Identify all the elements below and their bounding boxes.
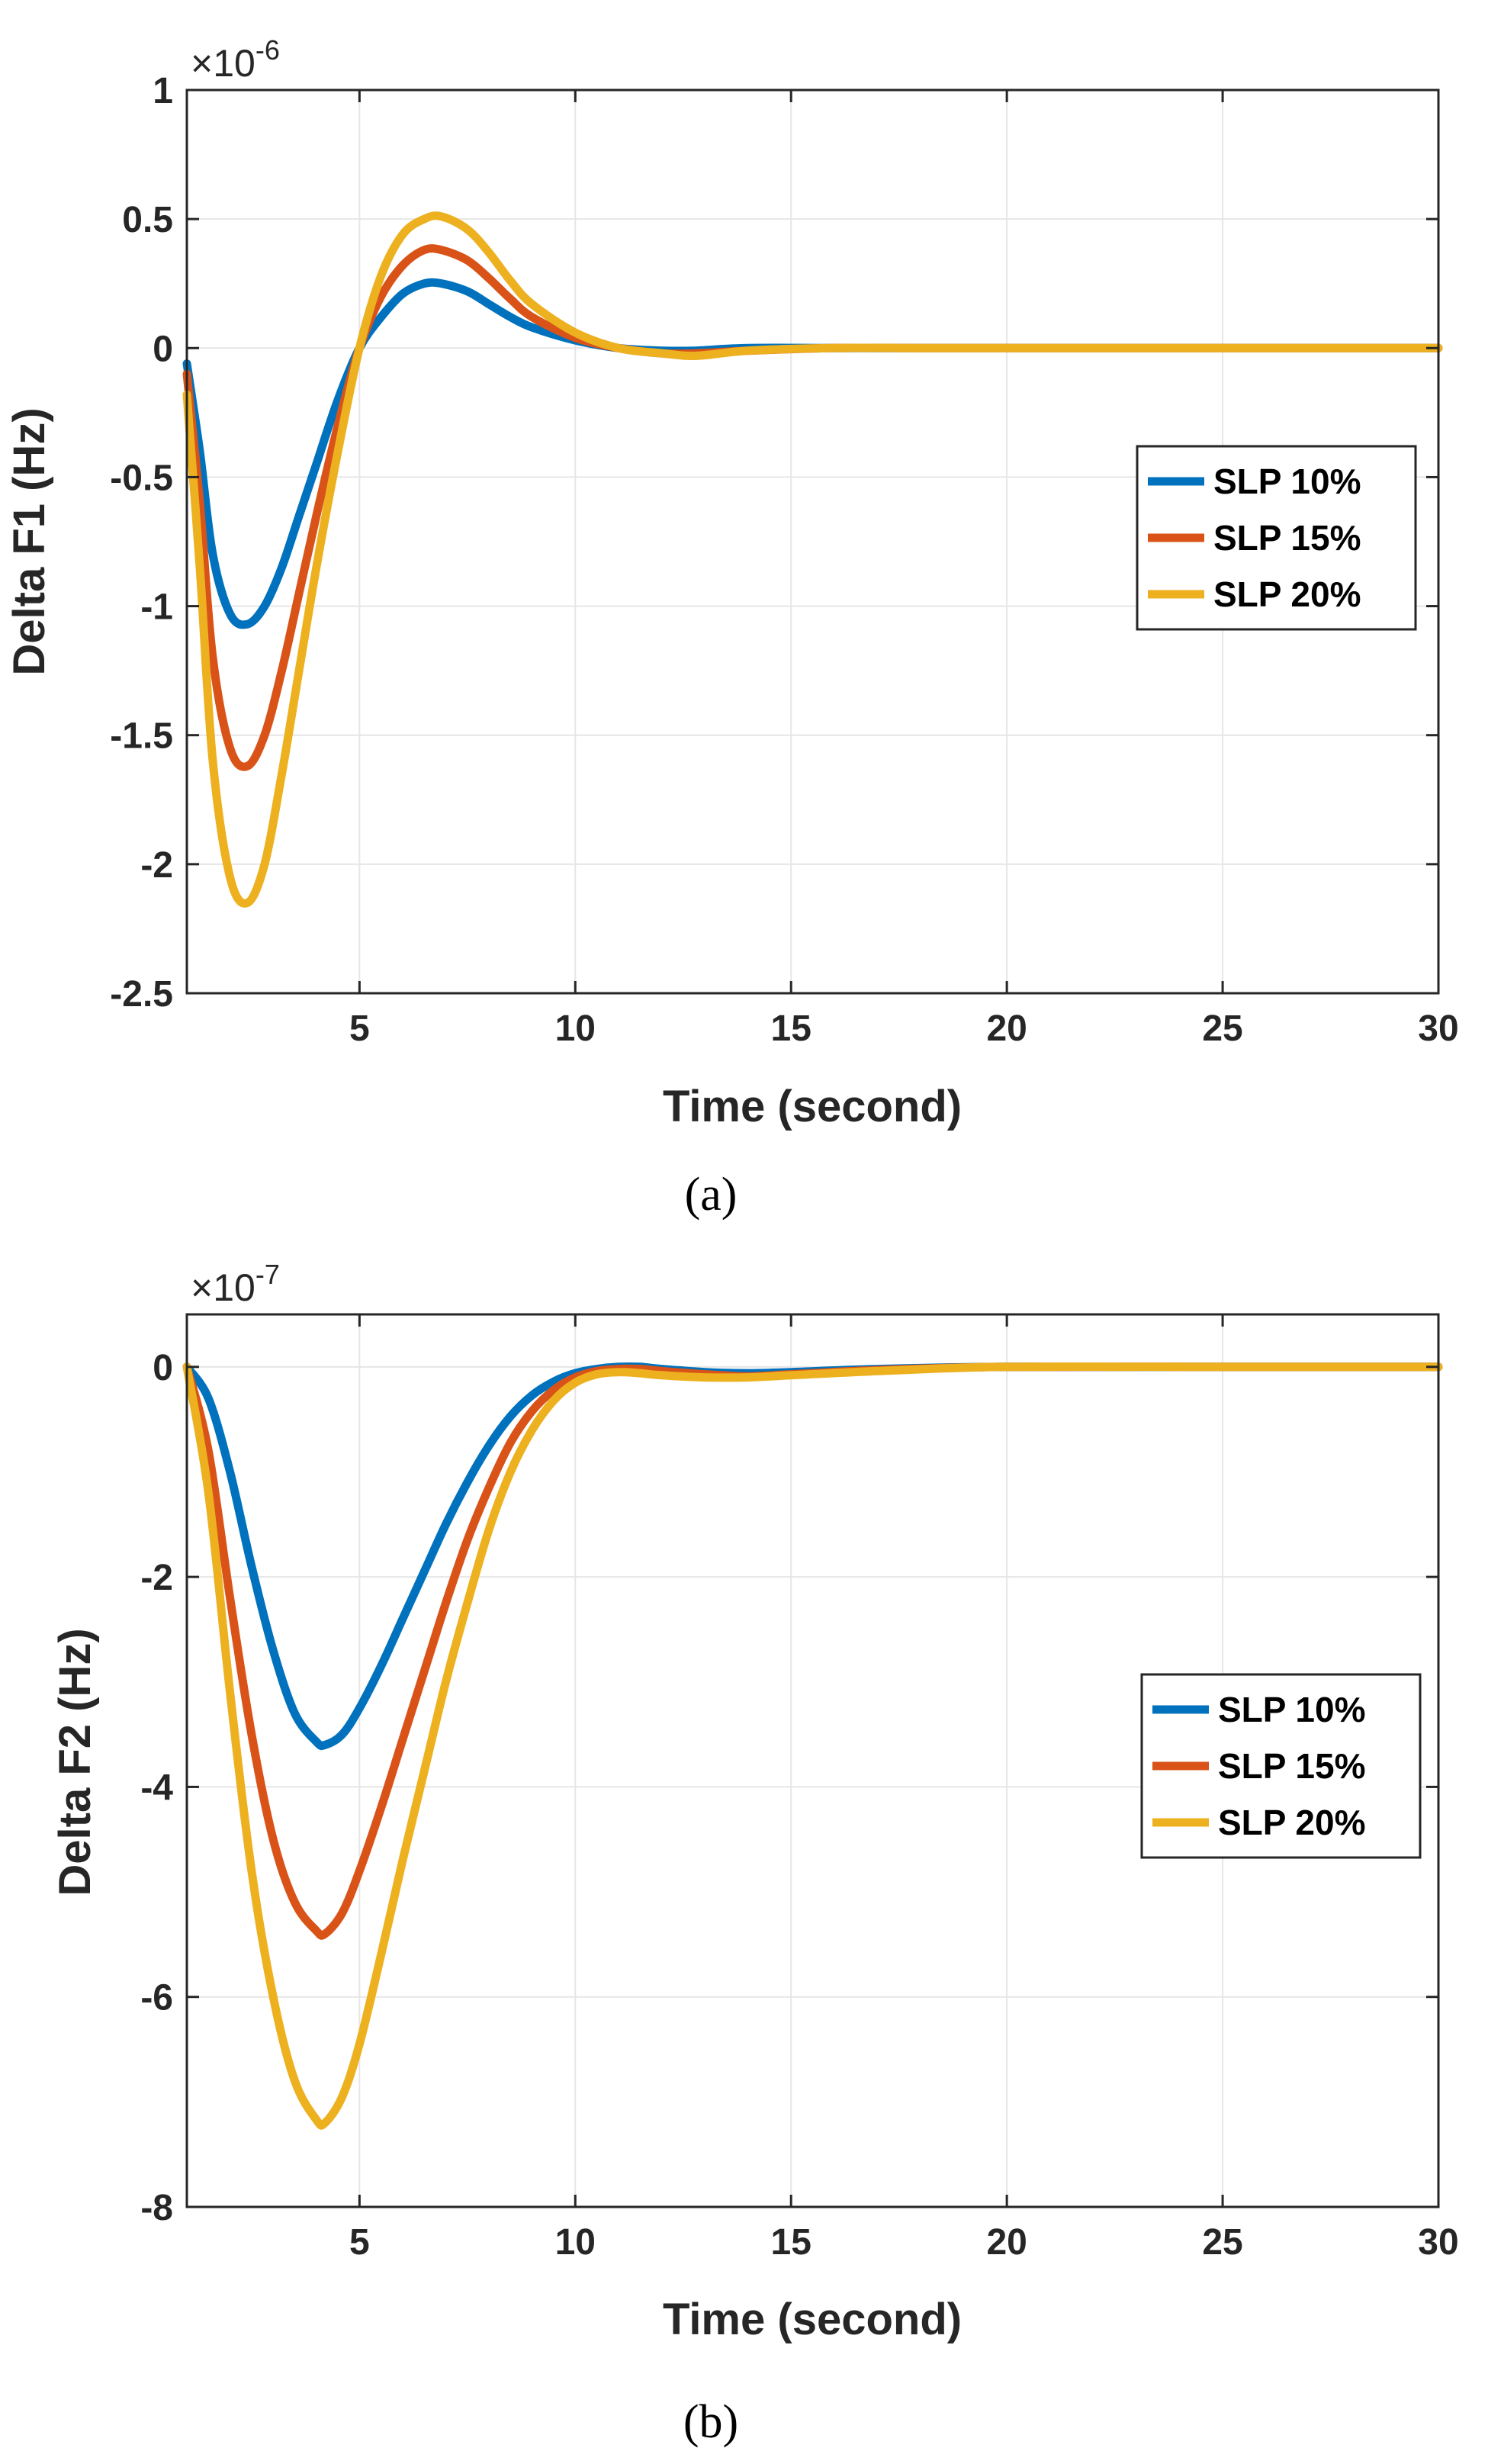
panel-a-y-axis-label: Delta F1 (Hz): [5, 407, 54, 675]
legend-label: SLP 20%: [1218, 1803, 1365, 1842]
y-tick-label: -6: [140, 1978, 173, 2018]
x-tick-label: 5: [349, 1008, 370, 1049]
panel-a-axes-box: [185, 88, 1440, 995]
x-tick-label: 20: [986, 1008, 1027, 1049]
panel-a-legend: SLP 10% SLP 15% SLP 20%: [1136, 445, 1417, 631]
x-tick-label: 10: [555, 1008, 596, 1049]
y-tick-label: -0.5: [110, 458, 173, 498]
y-tick-label: 0: [153, 329, 173, 369]
y-tick-label: 1: [153, 71, 173, 111]
x-tick-label: 15: [771, 2222, 811, 2263]
x-tick-label: 15: [771, 1008, 811, 1049]
panel-b-exponent-power: -7: [255, 1259, 280, 1290]
y-tick-label: -1.5: [110, 716, 173, 757]
panel-b-axes-box: [185, 1313, 1440, 2208]
x-tick-label: 30: [1418, 1008, 1458, 1049]
panel-b-x-axis-label: Time (second): [663, 2295, 962, 2344]
y-tick-label: -1: [140, 587, 173, 628]
panel-b-exponent-label: ×10-7: [191, 1259, 280, 1309]
y-tick-label: 0: [153, 1348, 173, 1388]
panel-a-caption: (a): [685, 1169, 738, 1221]
x-tick-label: 25: [1202, 2222, 1242, 2263]
panel-a-exponent-base: ×10: [191, 42, 255, 85]
x-tick-label: 30: [1418, 2222, 1458, 2263]
panel-a-ticks: 5 10 15 20 25 30 1 0.5 0 -0.5 -1 -1.5 -2 -2.5: [110, 71, 1458, 1049]
panel-a-x-axis-label: Time (second): [663, 1082, 962, 1131]
panel-b-legend: SLP 10% SLP 15% SLP 20%: [1140, 1673, 1422, 1859]
panel-b-y-axis-label: Delta F2 (Hz): [50, 1628, 100, 1896]
panel-b-series: [182, 1362, 1443, 2130]
x-tick-label: 25: [1202, 1008, 1242, 1049]
y-tick-label: -8: [140, 2188, 173, 2228]
series-line-slp-20: [182, 211, 1443, 908]
panel-b-caption: (b): [683, 2396, 738, 2448]
legend-label: SLP 10%: [1213, 462, 1361, 501]
x-tick-label: 20: [986, 2222, 1027, 2263]
series-line-slp-20: [182, 1362, 1443, 2130]
legend-label: SLP 10%: [1218, 1690, 1365, 1729]
y-tick-label: -2: [140, 845, 173, 886]
y-tick-label: -2.5: [110, 974, 173, 1015]
y-tick-label: -4: [140, 1768, 173, 1808]
panel-a-series: [182, 211, 1443, 908]
panel-b-exponent-base: ×10: [191, 1266, 255, 1309]
panel-a-exponent-power: -6: [255, 34, 280, 66]
panel-b-ticks: 5 10 15 20 25 30 0 -2 -4 -6 -8: [140, 1314, 1459, 2263]
panel-a-chart: 5 10 15 20 25 30 1 0.5 0 -0.5 -1 -1.5 -2 -2.5 ×10-6 T…: [5, 34, 1459, 1221]
panel-a-exponent-label: ×10-6: [191, 34, 280, 85]
legend-label: SLP 15%: [1218, 1746, 1365, 1786]
legend-label: SLP 15%: [1213, 518, 1361, 558]
y-tick-label: 0.5: [122, 200, 173, 240]
x-tick-label: 10: [555, 2222, 596, 2263]
x-tick-label: 5: [349, 2222, 370, 2263]
y-tick-label: -2: [140, 1558, 173, 1598]
legend-label: SLP 20%: [1213, 574, 1361, 614]
panel-b-chart: 5 10 15 20 25 30 0 -2 -4 -6 -8 ×10-7 Time (second)…: [50, 1259, 1459, 2448]
